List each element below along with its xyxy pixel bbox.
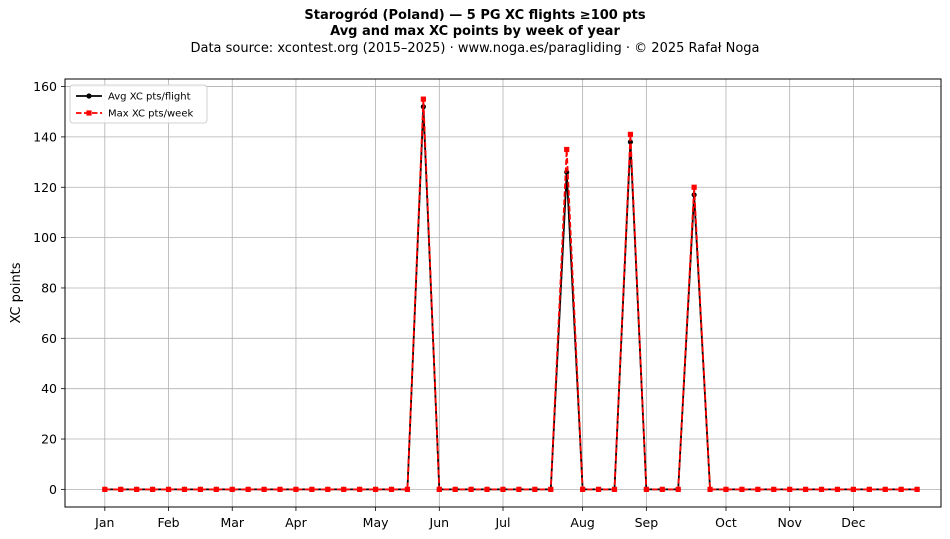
max-data-point bbox=[245, 486, 251, 492]
max-data-point bbox=[277, 486, 283, 492]
avg-data-point bbox=[627, 139, 634, 145]
max-data-point bbox=[357, 486, 363, 492]
x-tick-label: Aug bbox=[570, 515, 594, 530]
max-data-point bbox=[452, 486, 458, 492]
max-data-point bbox=[691, 184, 697, 190]
max-data-point bbox=[229, 486, 235, 492]
max-data-point bbox=[643, 486, 649, 492]
y-tick-label: 140 bbox=[33, 129, 57, 144]
max-data-point bbox=[309, 486, 315, 492]
max-data-point bbox=[325, 486, 331, 492]
y-tick-label: 160 bbox=[33, 79, 57, 94]
max-data-point bbox=[882, 486, 888, 492]
max-data-point bbox=[898, 486, 904, 492]
grid-lines bbox=[65, 79, 941, 507]
max-data-point bbox=[293, 486, 299, 492]
x-tick-label: Mar bbox=[220, 515, 244, 530]
max-data-point bbox=[341, 486, 347, 492]
y-tick-label: 120 bbox=[33, 180, 57, 195]
x-tick-label: Apr bbox=[285, 515, 307, 530]
x-axis: Jan Feb Mar Apr May Jun Jul Aug Sep Oct Nov Dec bbox=[94, 507, 866, 530]
legend-label: Max XC pts/week bbox=[108, 109, 193, 120]
x-tick-label: Jul bbox=[494, 515, 510, 530]
max-data-point bbox=[580, 486, 586, 492]
max-data-point bbox=[181, 486, 188, 492]
avg-series-line bbox=[104, 105, 918, 491]
legend-marker bbox=[86, 110, 92, 116]
y-tick-label: 40 bbox=[41, 381, 57, 396]
max-data-point bbox=[150, 486, 156, 492]
max-data-point bbox=[834, 486, 841, 492]
series-layer bbox=[102, 96, 920, 492]
y-tick-label: 100 bbox=[33, 230, 57, 245]
max-data-point bbox=[771, 486, 777, 492]
legend-entry: Avg XC pts/flight bbox=[76, 92, 191, 103]
max-data-point bbox=[755, 486, 761, 492]
max-data-point bbox=[213, 486, 219, 492]
x-tick-label: Jun bbox=[429, 515, 450, 530]
x-tick-label: Jan bbox=[94, 515, 114, 530]
y-tick-label: 0 bbox=[49, 482, 57, 497]
max-data-point bbox=[850, 486, 856, 492]
max-data-point bbox=[516, 486, 522, 492]
max-data-point bbox=[739, 486, 745, 492]
max-data-point bbox=[659, 486, 665, 492]
legend-label: Avg XC pts/flight bbox=[108, 92, 191, 103]
max-data-point bbox=[532, 486, 538, 492]
max-data-point bbox=[500, 486, 506, 492]
max-data-point bbox=[388, 486, 395, 492]
max-data-point bbox=[611, 486, 618, 492]
series-avg bbox=[102, 104, 920, 492]
x-tick-label: Oct bbox=[715, 515, 737, 530]
legend-box bbox=[69, 84, 208, 124]
max-data-point bbox=[197, 486, 203, 492]
max-data-point bbox=[595, 486, 602, 492]
chart-subtitle: Avg and max XC points by week of year bbox=[330, 24, 620, 39]
max-data-point bbox=[134, 486, 140, 492]
max-data-point bbox=[165, 486, 172, 492]
max-data-point bbox=[564, 146, 570, 153]
max-data-point bbox=[675, 486, 681, 492]
max-data-point bbox=[468, 486, 474, 492]
max-data-point bbox=[484, 486, 490, 492]
max-data-point bbox=[707, 486, 713, 492]
max-data-point bbox=[404, 486, 411, 492]
max-data-point bbox=[723, 486, 729, 492]
max-data-point bbox=[372, 486, 379, 492]
y-axis: 0 20 40 60 80 100 120 140 160 bbox=[33, 79, 65, 497]
max-series-line bbox=[104, 98, 918, 491]
x-tick-label: May bbox=[363, 515, 389, 530]
legend-marker bbox=[86, 93, 92, 99]
y-tick-label: 60 bbox=[41, 331, 57, 346]
max-data-point bbox=[803, 486, 809, 492]
max-data-point bbox=[627, 131, 634, 137]
max-data-point bbox=[118, 486, 124, 492]
max-data-point bbox=[436, 486, 442, 492]
y-tick-label: 20 bbox=[41, 432, 57, 447]
max-data-point bbox=[818, 486, 825, 492]
x-tick-label: Feb bbox=[157, 515, 179, 530]
max-data-point bbox=[420, 96, 426, 102]
max-data-point bbox=[914, 486, 920, 492]
chart-source-note: Data source: xcontest.org (2015–2025) · … bbox=[190, 41, 760, 56]
x-tick-label: Dec bbox=[841, 515, 865, 530]
max-data-point bbox=[548, 486, 554, 492]
max-data-point bbox=[866, 486, 872, 492]
max-data-point bbox=[787, 486, 793, 492]
x-tick-label: Nov bbox=[777, 515, 802, 530]
x-tick-label: Sep bbox=[635, 515, 659, 530]
max-data-point bbox=[261, 486, 267, 492]
legend: Avg XC pts/flight Max XC pts/week bbox=[69, 84, 208, 124]
chart-title: Starogród (Poland) — 5 PG XC flights ≥10… bbox=[304, 8, 646, 23]
series-max bbox=[102, 96, 920, 492]
legend-entry: Max XC pts/week bbox=[76, 109, 193, 120]
max-data-point bbox=[102, 486, 108, 492]
y-axis-label: XC points bbox=[9, 262, 24, 323]
y-tick-label: 80 bbox=[41, 280, 57, 295]
